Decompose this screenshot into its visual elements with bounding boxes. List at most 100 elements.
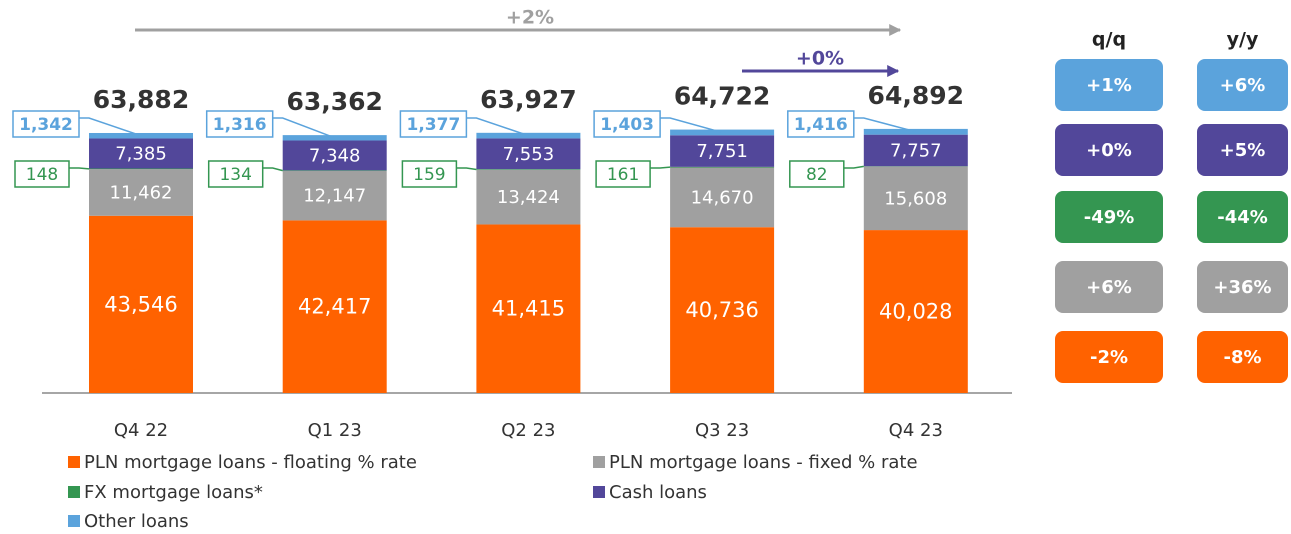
table-title: y/y: [1227, 29, 1259, 51]
bar-segment: [89, 168, 193, 170]
legend-label: PLN mortgage loans - fixed % rate: [609, 452, 918, 473]
total-label: 63,927: [480, 85, 576, 114]
change-label: -8%: [1223, 347, 1261, 368]
bar-segment: [670, 135, 775, 167]
bar-segment: [863, 166, 968, 231]
callout-box: [399, 110, 468, 138]
data-label: 13,424: [497, 187, 560, 208]
change-box: [1197, 59, 1288, 111]
change-box: [1197, 191, 1288, 243]
bar-segment: [476, 138, 581, 170]
data-label: 40,736: [685, 298, 758, 322]
change-label: -2%: [1090, 347, 1128, 368]
data-label: 1,403: [600, 115, 654, 135]
total-label: 63,882: [93, 85, 189, 114]
x-tick-label: Q2 23: [501, 420, 555, 441]
callout-box: [593, 110, 661, 138]
legend-swatch: [593, 486, 605, 498]
bar-segment: [476, 224, 581, 393]
change-box: [1055, 59, 1163, 111]
data-label: 7,751: [696, 141, 748, 162]
bar-segment: [89, 169, 193, 216]
annotation: +2%: [506, 7, 554, 29]
data-label: 1,377: [407, 115, 461, 135]
data-label: 43,546: [104, 292, 177, 316]
callout-line: [650, 166, 671, 169]
data-label: 11,462: [110, 182, 173, 203]
callout-box: [12, 110, 80, 138]
data-label: 7,385: [115, 143, 167, 164]
callout-line: [456, 167, 477, 171]
bar-segment: [670, 166, 775, 168]
change-label: -49%: [1084, 207, 1135, 228]
legend-swatch: [68, 486, 80, 498]
data-label: 14,670: [691, 187, 754, 208]
data-label: 40,028: [879, 300, 952, 324]
callout-box: [595, 160, 651, 188]
legend-label: PLN mortgage loans - floating % rate: [84, 452, 417, 473]
data-label: 1,342: [19, 115, 73, 135]
x-tick-label: Q4 22: [114, 420, 168, 441]
legend-label: Other loans: [84, 511, 189, 532]
legend-label: Cash loans: [609, 482, 707, 503]
legend-swatch: [68, 515, 80, 527]
bar-segment: [476, 169, 581, 170]
bar-segment: [89, 215, 193, 393]
bar-segment: [282, 220, 387, 393]
data-label: 159: [413, 165, 445, 185]
change-label: +5%: [1220, 140, 1266, 161]
data-label: 82: [806, 165, 828, 185]
data-label: 134: [219, 165, 251, 185]
data-label: 12,147: [303, 186, 366, 207]
data-label: 41,415: [492, 297, 565, 321]
callout-line: [262, 167, 283, 172]
bar-segment: [863, 230, 968, 393]
change-box: [1055, 261, 1163, 313]
bar-segment: [670, 227, 775, 393]
bar-segment: [89, 138, 193, 169]
total-label: 64,722: [674, 82, 770, 111]
bar-segment: [670, 167, 775, 228]
change-label: +6%: [1220, 75, 1266, 96]
bar-segment: [282, 170, 387, 171]
callout-box: [787, 110, 855, 138]
bar-segment: [282, 140, 387, 171]
bar-segment: [282, 170, 387, 221]
change-label: -44%: [1217, 207, 1268, 228]
table-title: q/q: [1092, 29, 1126, 51]
legend-label: FX mortgage loans*: [84, 482, 263, 503]
x-tick-label: Q3 23: [695, 420, 749, 441]
data-label: 161: [607, 165, 639, 185]
total-label: 63,362: [286, 87, 382, 116]
callout-box: [14, 160, 70, 188]
callout-line: [660, 117, 723, 134]
callout-line: [79, 117, 142, 137]
data-label: 15,608: [884, 188, 947, 209]
legend-swatch: [68, 456, 80, 468]
x-tick-label: Q1 23: [308, 420, 362, 441]
total-label: 64,892: [868, 81, 964, 110]
data-label: 1,316: [213, 115, 267, 135]
data-label: 1,416: [794, 115, 848, 135]
callout-box: [401, 160, 458, 188]
change-box: [1055, 191, 1163, 243]
bar-segment: [476, 169, 581, 225]
x-tick-label: Q4 23: [889, 420, 943, 441]
callout-line: [853, 117, 916, 133]
data-label: 7,348: [309, 145, 361, 166]
change-label: +0%: [1086, 140, 1132, 161]
change-box: [1197, 261, 1288, 313]
change-box: [1055, 124, 1163, 176]
legend-swatch: [593, 456, 605, 468]
change-box: [1197, 331, 1288, 383]
change-box: [1197, 124, 1288, 176]
data-label: 42,417: [298, 295, 371, 319]
data-label: 7,553: [503, 144, 555, 165]
annotation: +0%: [796, 48, 844, 70]
data-label: 148: [26, 165, 58, 185]
change-label: +1%: [1086, 75, 1132, 96]
callout-box: [789, 160, 845, 188]
callout-line: [272, 117, 335, 139]
callout-line: [69, 167, 90, 170]
